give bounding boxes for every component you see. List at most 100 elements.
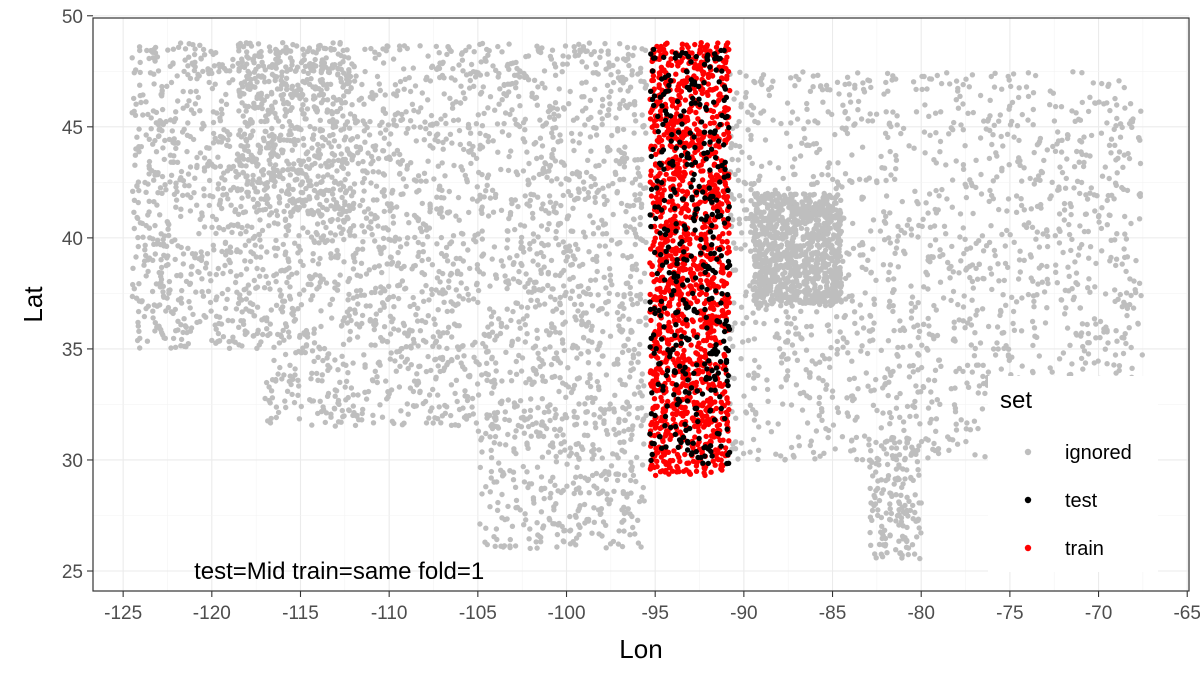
point-ignored <box>637 214 644 221</box>
point-ignored <box>977 135 984 141</box>
point-ignored <box>292 177 298 183</box>
point-ignored <box>136 126 142 132</box>
point-ignored <box>545 108 552 115</box>
point-ignored <box>982 454 988 460</box>
point-ignored <box>819 87 826 93</box>
point-ignored <box>432 321 438 327</box>
point-ignored <box>156 127 162 133</box>
point-ignored <box>630 524 636 531</box>
point-ignored <box>638 65 644 72</box>
point-ignored <box>296 383 302 389</box>
point-ignored <box>478 437 484 443</box>
point-ignored <box>397 363 403 369</box>
point-ignored <box>158 119 164 125</box>
point-ignored <box>891 276 897 282</box>
point-ignored <box>735 177 742 184</box>
point-ignored <box>159 190 165 196</box>
point-ignored <box>143 189 149 195</box>
point-ignored <box>859 315 865 321</box>
point-ignored <box>855 386 861 392</box>
point-ignored <box>926 323 932 329</box>
point-ignored <box>135 199 141 206</box>
point-ignored <box>347 73 354 80</box>
point-ignored <box>340 217 347 224</box>
point-ignored <box>327 230 334 236</box>
point-ignored <box>1062 311 1068 317</box>
point-ignored <box>910 79 917 85</box>
point-ignored <box>978 191 985 197</box>
point-ignored <box>248 249 254 255</box>
point-ignored <box>479 228 485 234</box>
point-ignored <box>594 378 600 385</box>
point-ignored <box>554 531 561 538</box>
point-ignored <box>182 46 189 52</box>
point-ignored <box>531 141 537 147</box>
point-ignored <box>639 237 646 244</box>
point-ignored <box>446 46 453 53</box>
point-ignored <box>283 75 290 82</box>
point-ignored <box>971 353 978 359</box>
point-ignored <box>591 446 597 452</box>
point-ignored <box>299 190 306 196</box>
point-ignored <box>274 212 281 219</box>
point-ignored <box>770 117 776 123</box>
point-ignored <box>934 72 940 79</box>
point-ignored <box>630 301 636 308</box>
point-ignored <box>590 442 596 448</box>
point-ignored <box>402 76 408 83</box>
point-ignored <box>616 416 622 422</box>
point-ignored <box>286 185 292 192</box>
point-ignored <box>594 258 600 264</box>
point-ignored <box>235 300 242 307</box>
point-ignored <box>1082 211 1089 217</box>
point-ignored <box>886 269 892 275</box>
point-ignored <box>131 108 137 115</box>
point-ignored <box>607 277 614 284</box>
point-ignored <box>622 382 628 388</box>
point-ignored <box>415 173 422 179</box>
point-ignored <box>383 378 389 384</box>
point-ignored <box>215 181 222 187</box>
point-ignored <box>552 415 558 421</box>
point-ignored <box>346 125 353 131</box>
point-ignored <box>587 213 593 219</box>
point-ignored <box>740 320 746 327</box>
point-ignored <box>182 57 188 63</box>
point-ignored <box>906 217 912 223</box>
point-ignored <box>273 237 279 244</box>
point-ignored <box>435 163 441 169</box>
point-ignored <box>568 192 574 199</box>
point-ignored <box>266 212 273 218</box>
point-ignored <box>471 83 477 90</box>
point-ignored <box>938 80 945 87</box>
point-ignored <box>347 111 354 117</box>
point-ignored <box>630 352 636 358</box>
point-ignored <box>1059 169 1066 176</box>
point-ignored <box>1025 70 1032 76</box>
point-ignored <box>901 248 907 254</box>
point-ignored <box>401 420 407 426</box>
point-ignored <box>398 354 405 360</box>
point-ignored <box>910 362 916 369</box>
point-ignored <box>516 93 522 100</box>
point-ignored <box>372 55 378 61</box>
point-ignored <box>1114 115 1120 122</box>
point-ignored <box>553 125 559 131</box>
point-ignored <box>473 121 480 127</box>
point-ignored <box>731 375 737 382</box>
point-ignored <box>865 257 871 263</box>
point-ignored <box>611 426 617 433</box>
point-ignored <box>865 383 871 389</box>
point-ignored <box>571 301 578 308</box>
point-ignored <box>756 424 762 430</box>
point-ignored <box>148 126 154 132</box>
point-ignored <box>1030 293 1037 299</box>
point-ignored <box>536 171 543 178</box>
point-ignored <box>924 272 931 278</box>
point-ignored <box>1122 213 1128 220</box>
point-ignored <box>498 320 504 327</box>
point-ignored <box>344 320 350 326</box>
point-ignored <box>223 91 229 98</box>
point-ignored <box>506 132 512 139</box>
point-ignored <box>788 402 795 408</box>
